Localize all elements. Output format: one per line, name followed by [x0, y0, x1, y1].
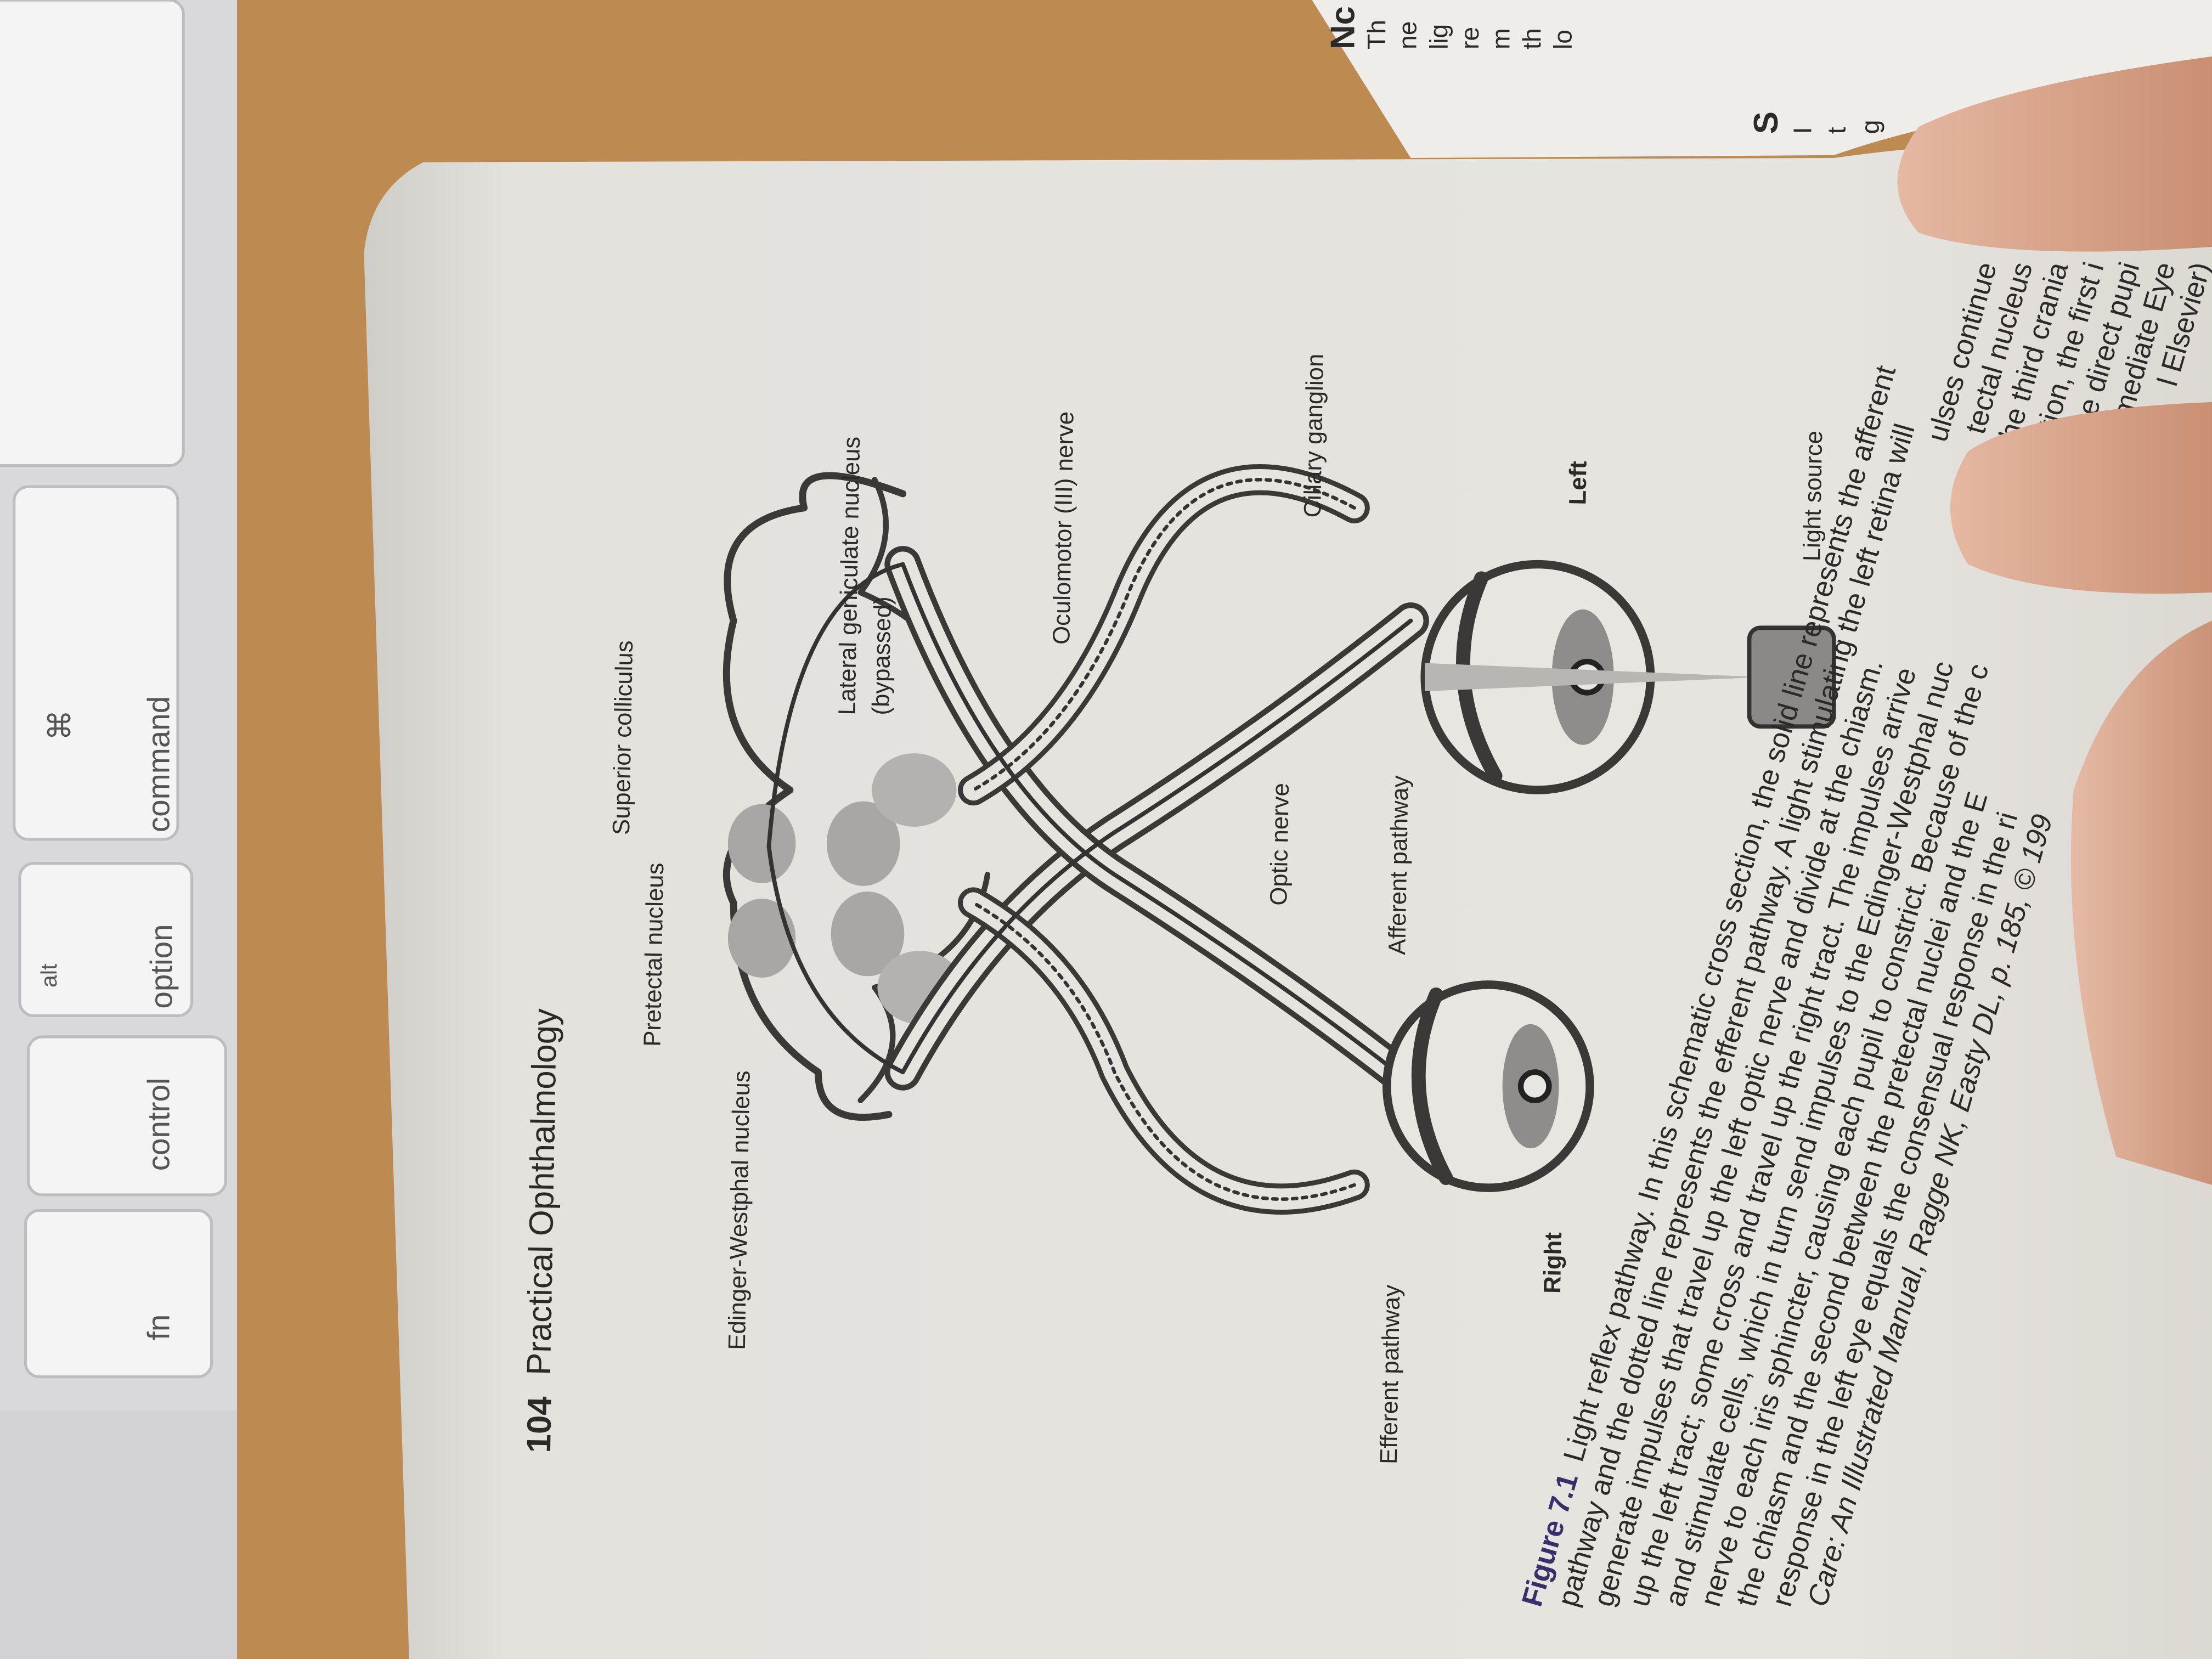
figure-label: Oculomotor (III) nerve	[1048, 411, 1079, 645]
keyboard-edge	[0, 1410, 237, 1659]
facing-page-fragment: re	[1455, 27, 1484, 49]
key-label: control	[142, 1078, 176, 1171]
brain-outline	[723, 472, 907, 1121]
keys: fn control alt option ⌘ command	[0, 0, 228, 1379]
optic-tubes	[766, 464, 1429, 1215]
facing-page-fragment: S	[1747, 111, 1785, 134]
figure-diagram	[723, 464, 1836, 1215]
nucleus	[727, 899, 796, 978]
key-label: command	[142, 696, 176, 832]
facing-page-fragment: ne	[1393, 21, 1422, 49]
figure-label: Light source	[1798, 431, 1827, 562]
facing-page-fragment: m	[1486, 28, 1515, 49]
key	[13, 485, 179, 841]
facing-page-fragment: Th	[1362, 20, 1391, 49]
figure-label: Optic nerve	[1265, 783, 1294, 906]
facing-page-fragment: Nc	[1324, 6, 1362, 49]
facing-page-fragment: th	[1517, 28, 1546, 49]
key-label: fn	[142, 1314, 176, 1340]
figure-label: (bypassed)	[867, 596, 896, 715]
figure-label: Ciliary ganglion	[1299, 353, 1329, 518]
nucleus	[727, 804, 796, 883]
facing-page-fragment: I	[1788, 127, 1817, 134]
light-beam	[1425, 663, 1764, 691]
page-number: 104	[520, 1396, 559, 1453]
facing-page-fragment: lig	[1424, 24, 1453, 49]
figure-label: Pretectal nucleus	[639, 862, 669, 1047]
figure-label: Lateral geniculate nucleus	[833, 436, 865, 715]
finger	[1950, 402, 2212, 594]
figure-label: Left	[1564, 460, 1592, 505]
right-eye	[1383, 980, 1594, 1192]
light-source	[1747, 625, 1836, 729]
key	[26, 1035, 228, 1197]
figure-label: Right	[1539, 1232, 1567, 1294]
facing-page	[1312, 0, 2212, 158]
key-label: ⌘	[43, 709, 77, 741]
book-page	[364, 139, 2212, 1659]
figure-label: Superior colliculus	[608, 640, 638, 835]
finger	[1897, 56, 2212, 252]
figure-label: Afferent pathway	[1384, 775, 1414, 955]
figure-labels: 104 Practical Ophthalmology Pretectal nucl…	[520, 353, 1827, 1464]
key	[24, 1209, 213, 1379]
running-head: Practical Ophthalmology	[520, 1008, 565, 1375]
key	[18, 862, 194, 1017]
finger	[2070, 620, 2212, 1185]
facing-page-fragment: t	[1822, 127, 1850, 134]
figure-label: Efferent pathway	[1375, 1284, 1406, 1464]
key-label: option	[144, 924, 179, 1008]
nucleus	[831, 891, 905, 977]
facing-page-fragment: g	[1856, 120, 1884, 134]
lgn	[872, 753, 957, 827]
key	[0, 0, 185, 467]
facing-page-fragment: lo	[1549, 30, 1577, 49]
key-label: alt	[36, 963, 61, 988]
figure-label: Edinger-Westphal nucleus	[724, 1070, 755, 1350]
nucleus	[826, 801, 900, 886]
